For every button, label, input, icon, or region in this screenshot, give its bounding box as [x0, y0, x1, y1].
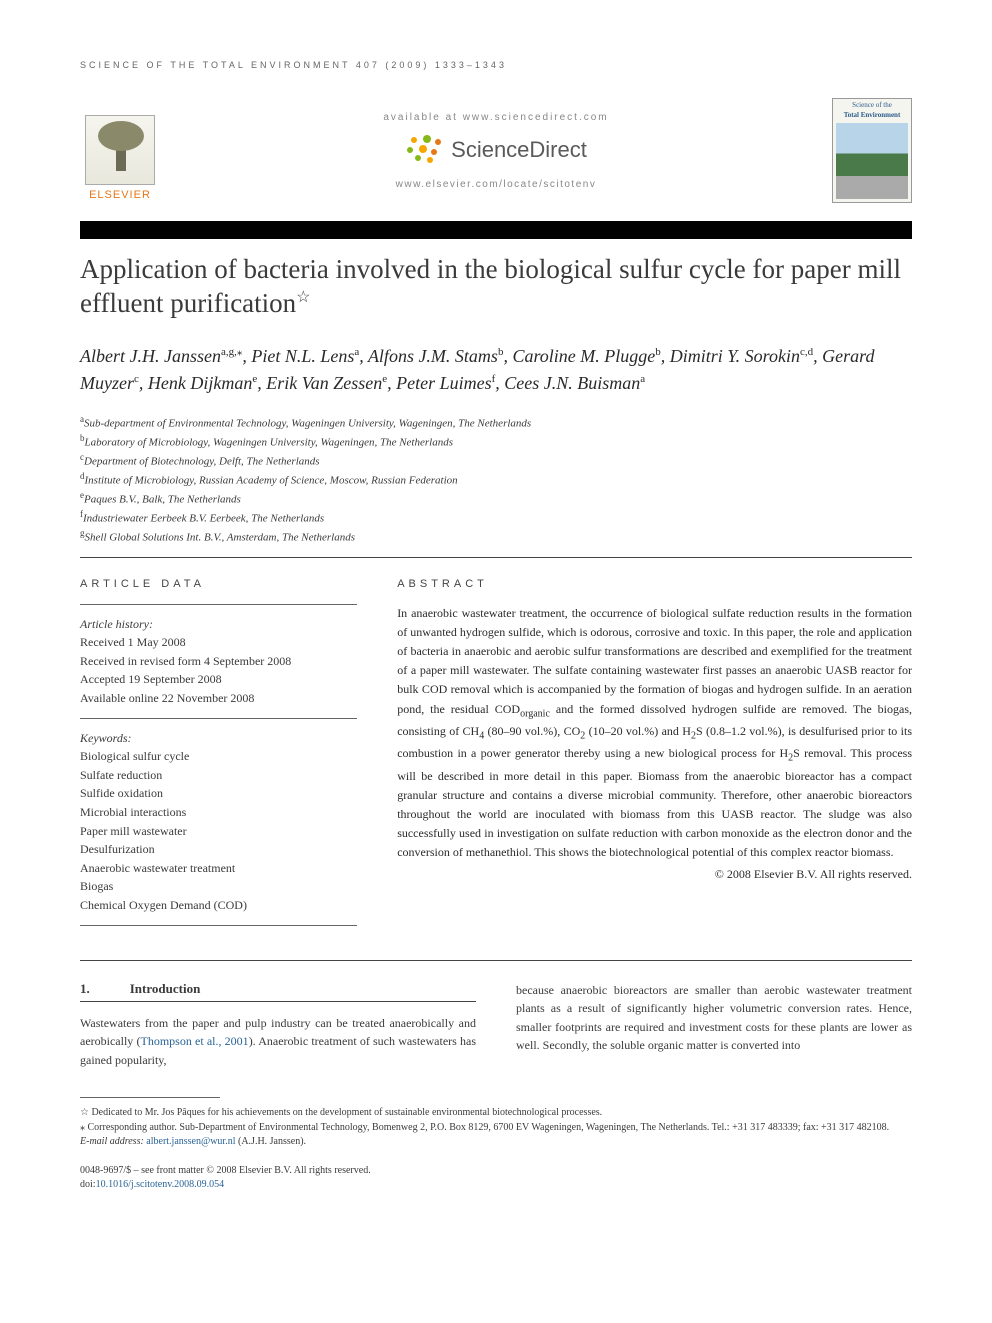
authors: Albert J.H. Janssena,g,⁎, Piet N.L. Lens… — [80, 343, 912, 397]
keyword: Paper mill wastewater — [80, 822, 357, 841]
divider — [80, 925, 357, 926]
doi-link[interactable]: 10.1016/j.scitotenv.2008.09.054 — [96, 1179, 225, 1190]
doi-line: doi:10.1016/j.scitotenv.2008.09.054 — [80, 1178, 912, 1192]
running-head: SCIENCE OF THE TOTAL ENVIRONMENT 407 (20… — [80, 60, 912, 70]
history-online: Available online 22 November 2008 — [80, 689, 357, 708]
affiliation-line: fIndustriewater Eerbeek B.V. Eerbeek, Th… — [80, 508, 912, 527]
section-number: 1. — [80, 981, 90, 997]
footnote-rule — [80, 1097, 220, 1098]
history-received: Received 1 May 2008 — [80, 633, 357, 652]
keyword: Sulfate reduction — [80, 766, 357, 785]
keywords-label: Keywords: — [80, 729, 357, 748]
history-label: Article history: — [80, 615, 357, 634]
intro-paragraph-right: because anaerobic bioreactors are smalle… — [516, 981, 912, 1055]
header-center: available at www.sciencedirect.com Scien… — [160, 112, 832, 190]
keyword: Biological sulfur cycle — [80, 747, 357, 766]
doi-label: doi: — [80, 1179, 96, 1190]
elsevier-logo: ELSEVIER — [80, 101, 160, 201]
available-at: available at www.sciencedirect.com — [180, 112, 812, 123]
history-accepted: Accepted 19 September 2008 — [80, 670, 357, 689]
keyword: Anaerobic wastewater treatment — [80, 859, 357, 878]
keyword: Biogas — [80, 877, 357, 896]
issn-line: 0048-9697/$ – see front matter © 2008 El… — [80, 1164, 912, 1178]
affiliation-line: cDepartment of Biotechnology, Delft, The… — [80, 451, 912, 470]
article-data-heading: ARTICLE DATA — [80, 578, 357, 590]
elsevier-wordmark: ELSEVIER — [89, 189, 151, 201]
footnote-corresponding: ⁎ Corresponding author. Sub-Department o… — [80, 1121, 912, 1136]
affiliation-line: aSub-department of Environmental Technol… — [80, 413, 912, 432]
metadata-abstract-row: ARTICLE DATA Article history: Received 1… — [80, 578, 912, 936]
journal-header: ELSEVIER available at www.sciencedirect.… — [80, 98, 912, 203]
section-heading: 1. Introduction — [80, 981, 476, 1002]
article-title: Application of bacteria involved in the … — [80, 253, 912, 321]
email-link[interactable]: albert.janssen@wur.nl — [146, 1136, 235, 1147]
locate-url: www.elsevier.com/locate/scitotenv — [180, 179, 812, 190]
keyword: Sulfide oxidation — [80, 784, 357, 803]
email-label: E-mail address: — [80, 1136, 144, 1147]
footnotes: ☆ Dedicated to Mr. Jos Pâques for his ac… — [80, 1097, 912, 1150]
keyword: Microbial interactions — [80, 803, 357, 822]
sciencedirect-dots-icon — [405, 135, 445, 165]
abstract-text: In anaerobic wastewater treatment, the o… — [397, 604, 912, 884]
journal-cover-image — [836, 123, 908, 199]
divider — [80, 604, 357, 605]
affiliation-line: bLaboratory of Microbiology, Wageningen … — [80, 432, 912, 451]
abstract-body: In anaerobic wastewater treatment, the o… — [397, 606, 912, 860]
article-data-column: ARTICLE DATA Article history: Received 1… — [80, 578, 357, 936]
sciencedirect-logo: ScienceDirect — [405, 135, 587, 165]
abstract-heading: ABSTRACT — [397, 578, 912, 590]
keyword: Desulfurization — [80, 840, 357, 859]
affiliation-line: gShell Global Solutions Int. B.V., Amste… — [80, 527, 912, 546]
divider — [80, 960, 912, 961]
footer-meta: 0048-9697/$ – see front matter © 2008 El… — [80, 1164, 912, 1192]
intro-paragraph-left: Wastewaters from the paper and pulp indu… — [80, 1014, 476, 1070]
footnote-email: E-mail address: albert.janssen@wur.nl (A… — [80, 1135, 912, 1150]
title-text: Application of bacteria involved in the … — [80, 254, 901, 318]
abstract-copyright: © 2008 Elsevier B.V. All rights reserved… — [397, 865, 912, 884]
journal-cover-title2: Total Environment — [836, 112, 908, 120]
keyword: Chemical Oxygen Demand (COD) — [80, 896, 357, 915]
divider — [80, 718, 357, 719]
section-title: Introduction — [130, 981, 201, 997]
journal-cover-thumbnail: Science of the Total Environment — [832, 98, 912, 203]
keywords-list: Biological sulfur cycleSulfate reduction… — [80, 747, 357, 914]
abstract-column: ABSTRACT In anaerobic wastewater treatme… — [397, 578, 912, 936]
footnote-dedication: ☆ Dedicated to Mr. Jos Pâques for his ac… — [80, 1106, 912, 1121]
sciencedirect-wordmark: ScienceDirect — [451, 137, 587, 163]
affiliation-line: ePaques B.V., Balk, The Netherlands — [80, 489, 912, 508]
title-bar — [80, 221, 912, 239]
body-col-right: because anaerobic bioreactors are smalle… — [516, 981, 912, 1070]
history-revised: Received in revised form 4 September 200… — [80, 652, 357, 671]
body-col-left: 1. Introduction Wastewaters from the pap… — [80, 981, 476, 1070]
email-person: (A.J.H. Janssen). — [238, 1136, 306, 1147]
keywords-block: Keywords: Biological sulfur cycleSulfate… — [80, 729, 357, 915]
article-history: Article history: Received 1 May 2008 Rec… — [80, 615, 357, 708]
title-footnote-star: ☆ — [296, 289, 310, 306]
affiliations: aSub-department of Environmental Technol… — [80, 413, 912, 547]
elsevier-tree-icon — [85, 115, 155, 185]
journal-cover-title1: Science of the — [836, 102, 908, 110]
affiliation-line: dInstitute of Microbiology, Russian Acad… — [80, 470, 912, 489]
body-columns: 1. Introduction Wastewaters from the pap… — [80, 981, 912, 1070]
divider — [80, 557, 912, 558]
